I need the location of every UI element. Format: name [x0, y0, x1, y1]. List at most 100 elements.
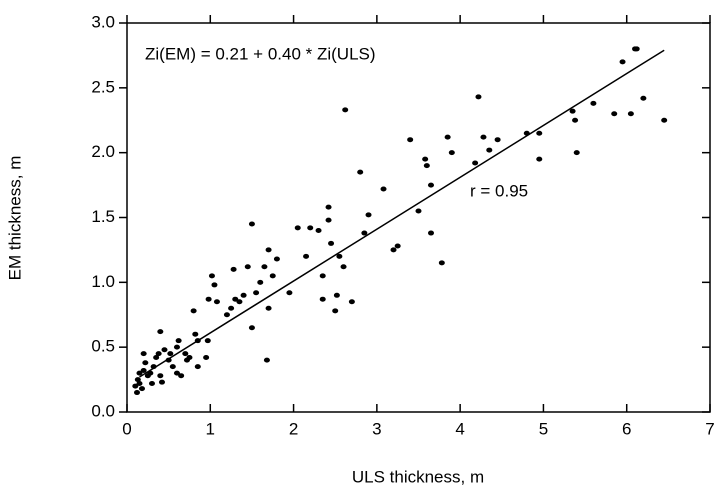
data-point: [286, 290, 293, 296]
data-point: [203, 355, 210, 361]
data-point: [157, 373, 164, 379]
equation-annotation: Zi(EM) = 0.21 + 0.40 * Zi(ULS): [145, 44, 376, 63]
data-point: [348, 299, 355, 305]
data-point: [136, 370, 143, 376]
data-point: [332, 308, 339, 314]
data-point: [155, 351, 162, 357]
data-point: [265, 305, 272, 311]
data-point: [142, 360, 149, 366]
data-point: [257, 279, 264, 285]
data-point: [394, 243, 401, 249]
fit-line: [139, 49, 665, 378]
data-point: [175, 338, 182, 344]
data-point: [523, 130, 530, 136]
data-point: [427, 230, 434, 236]
data-point: [190, 308, 197, 314]
x-tick-label: 6: [622, 419, 631, 438]
data-point: [475, 94, 482, 100]
data-point: [134, 377, 141, 383]
data-point: [415, 208, 422, 214]
data-point: [328, 240, 335, 246]
data-point: [236, 299, 243, 305]
data-point: [590, 100, 597, 106]
data-point: [173, 370, 180, 376]
data-point: [294, 225, 301, 231]
data-point: [448, 150, 455, 156]
data-point: [173, 344, 180, 350]
data-point: [153, 355, 160, 361]
x-tick-label: 2: [289, 419, 298, 438]
data-point: [213, 299, 220, 305]
x-tick-label: 3: [372, 419, 381, 438]
data-point: [361, 230, 368, 236]
y-tick-label: 2.5: [91, 77, 115, 96]
data-point: [661, 117, 668, 123]
x-tick-label: 0: [122, 419, 131, 438]
data-point: [319, 273, 326, 279]
data-point: [365, 212, 372, 218]
x-tick-label: 1: [206, 419, 215, 438]
data-point: [157, 329, 164, 335]
data-point: [167, 351, 174, 357]
data-point: [269, 273, 276, 279]
x-tick-label: 5: [539, 419, 548, 438]
data-point: [178, 373, 185, 379]
data-point: [261, 264, 268, 270]
data-point: [427, 182, 434, 188]
x-tick-label: 7: [705, 419, 714, 438]
data-point: [265, 247, 272, 253]
data-point: [619, 59, 626, 65]
data-point: [303, 253, 310, 259]
y-tick-label: 1.5: [91, 207, 115, 226]
data-point: [132, 383, 139, 389]
data-point: [569, 108, 576, 114]
data-point: [208, 273, 215, 279]
data-point: [169, 364, 176, 370]
data-point: [342, 107, 349, 113]
data-point: [423, 163, 430, 169]
data-point: [572, 117, 579, 123]
data-point: [627, 111, 634, 117]
data-point: [204, 338, 211, 344]
data-point: [223, 312, 230, 318]
data-point: [205, 296, 212, 302]
data-point: [192, 331, 199, 337]
data-point: [640, 95, 647, 101]
y-tick-label: 1.0: [91, 272, 115, 291]
data-point: [165, 357, 172, 363]
data-point: [140, 368, 147, 374]
data-point: [244, 264, 251, 270]
data-point: [194, 338, 201, 344]
data-point: [147, 370, 154, 376]
data-point: [633, 46, 640, 52]
plot-frame: [126, 22, 711, 413]
data-point: [486, 147, 493, 153]
y-tick-label: 2.0: [91, 142, 115, 161]
data-point: [133, 390, 140, 396]
data-point: [319, 296, 326, 302]
data-point: [253, 290, 260, 296]
y-tick-label: 3.0: [91, 12, 115, 31]
x-axis-title: ULS thickness, m: [352, 467, 484, 486]
data-point: [390, 247, 397, 253]
data-point: [211, 282, 218, 288]
data-point: [232, 296, 239, 302]
data-point: [307, 225, 314, 231]
r-annotation: r = 0.95: [470, 181, 528, 200]
data-point: [273, 256, 280, 262]
data-point: [248, 325, 255, 331]
y-tick-label: 0.0: [91, 401, 115, 420]
data-point: [186, 355, 193, 361]
data-point: [230, 266, 237, 272]
data-point: [158, 379, 165, 385]
data-point: [263, 357, 270, 363]
data-point: [472, 160, 479, 166]
data-point: [536, 156, 543, 162]
data-point: [422, 156, 429, 162]
data-point: [150, 364, 157, 370]
data-point: [325, 217, 332, 223]
y-axis-title: EM thickness, m: [5, 156, 24, 281]
x-tick-label: 4: [455, 419, 464, 438]
